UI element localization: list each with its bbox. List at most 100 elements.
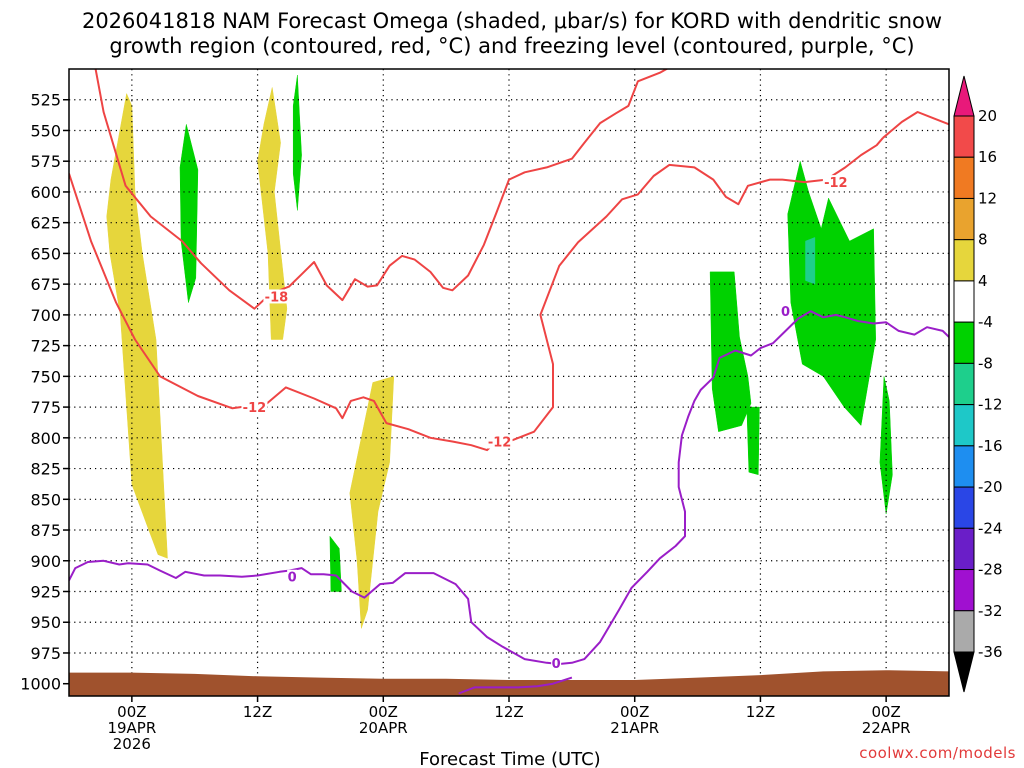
y-tick-label: 850 <box>30 490 61 509</box>
colorbar-bin <box>953 569 975 612</box>
y-tick-label: 725 <box>30 337 61 356</box>
x-tick-label: 19APR <box>107 719 156 737</box>
colorbar-bin <box>953 239 975 282</box>
colorbar-label: -20 <box>978 478 1003 496</box>
x-axis-label: Forecast Time (UTC) <box>419 749 600 768</box>
omega-sinking-region-4 <box>746 406 760 476</box>
contour-label-bg <box>287 569 298 584</box>
omega-strong-sinking-region-0 <box>805 237 816 285</box>
y-tick-label: 875 <box>30 521 61 540</box>
colorbar-label: -32 <box>978 602 1003 620</box>
y-tick-label: 575 <box>30 152 61 171</box>
colorbar: 20 16 12 8 4 -4 -8 -12 -16 -20 -24 -28 -32 -36 <box>953 75 1003 693</box>
colorbar-bin <box>953 115 975 158</box>
y-tick-label: 800 <box>30 429 61 448</box>
dgz-contour-2 <box>94 69 669 310</box>
colorbar-bottom-arrow <box>953 651 975 693</box>
contour-labels: -18 -12 -12 -12 0 0 0 <box>241 175 849 672</box>
y-tick-label: 900 <box>30 552 61 571</box>
colorbar-bin <box>953 527 975 571</box>
contour-label: -18 <box>265 290 289 305</box>
freezing-level-contour-0 <box>69 310 949 665</box>
chart-title-line2: growth region (contoured, red, °C) and f… <box>109 34 914 58</box>
colorbar-label: 20 <box>978 107 997 125</box>
y-tick-label: 525 <box>30 91 61 110</box>
x-tick-label: 00Z <box>620 703 649 721</box>
colorbar-bin <box>953 321 975 364</box>
colorbar-label: 4 <box>978 272 988 290</box>
x-tick-label: 12Z <box>746 703 775 721</box>
colorbar-bin <box>953 404 975 447</box>
colorbar-label: -16 <box>978 437 1003 455</box>
y-axis-ticks: 525 550 575 600 625 650 675 700 725 750 775 800 825 8… <box>20 91 69 694</box>
y-tick-label: 700 <box>30 306 61 325</box>
y-tick-label: 975 <box>30 644 61 663</box>
colorbar-label: 12 <box>978 189 997 207</box>
x-tick-label: 12Z <box>494 703 523 721</box>
y-tick-label: 750 <box>30 367 61 386</box>
chart-title-line1: 2026041818 NAM Forecast Omega (shaded, μ… <box>82 9 942 33</box>
dgz-contour-1 <box>882 111 949 139</box>
colorbar-label: -24 <box>978 519 1003 537</box>
contour-label-bg <box>241 400 268 415</box>
y-tick-label: 825 <box>30 460 61 479</box>
contour-label: -12 <box>824 176 848 191</box>
x-tick-label: 22APR <box>862 719 911 737</box>
x-tick-label: 21APR <box>610 719 659 737</box>
omega-sinking-region-6 <box>879 376 893 515</box>
omega-rising-region-0 <box>106 92 168 559</box>
terrain-fill <box>69 670 949 696</box>
contour-label: 0 <box>288 571 297 586</box>
colorbar-label: -12 <box>978 396 1003 414</box>
x-tick-label: 00Z <box>369 703 398 721</box>
colorbar-bin <box>953 197 975 241</box>
contour-label: -12 <box>243 401 267 416</box>
omega-sinking-region-5 <box>787 161 876 427</box>
y-tick-label: 650 <box>30 244 61 263</box>
colorbar-bin <box>953 362 975 406</box>
y-tick-label: 600 <box>30 183 61 202</box>
surface-terrain <box>69 670 949 696</box>
y-tick-label: 775 <box>30 398 61 417</box>
x-tick-label: 2026 <box>113 735 151 753</box>
x-tick-label: 20APR <box>359 719 408 737</box>
x-tick-label: 12Z <box>243 703 272 721</box>
x-tick-label: 00Z <box>117 703 146 721</box>
contour-label: -12 <box>488 436 512 451</box>
contour-lines <box>69 69 949 695</box>
colorbar-bin <box>953 156 975 199</box>
contour-label-bg <box>263 289 290 304</box>
dgz-contour-0 <box>69 137 884 452</box>
contour-label-bg <box>551 655 562 670</box>
y-tick-label: 925 <box>30 583 61 602</box>
credit-text: coolwx.com/models <box>859 744 1016 762</box>
plot-area: -18 -12 -12 -12 0 0 0 <box>69 69 949 696</box>
colorbar-label: 8 <box>978 231 988 249</box>
y-tick-label: 1000 <box>20 675 61 694</box>
contour-label-bg <box>486 434 513 449</box>
omega-shading-layer <box>106 75 893 629</box>
contour-label-bg <box>780 304 791 319</box>
contour-label-bg <box>822 175 849 190</box>
contour-label: 0 <box>781 305 790 320</box>
x-tick-label: 00Z <box>871 703 900 721</box>
colorbar-top-arrow <box>953 75 975 117</box>
contour-label: 0 <box>552 657 561 672</box>
colorbar-label: 16 <box>978 148 997 166</box>
colorbar-bin <box>953 280 975 323</box>
freezing-level-contour-1 <box>458 676 573 695</box>
gridlines <box>69 69 949 696</box>
colorbar-bin <box>953 610 975 653</box>
omega-sinking-region-1 <box>292 75 302 211</box>
colorbar-label: -36 <box>978 643 1003 661</box>
colorbar-label: -28 <box>978 561 1003 579</box>
colorbar-label: -4 <box>978 313 993 331</box>
colorbar-bin <box>953 445 975 488</box>
y-tick-label: 950 <box>30 613 61 632</box>
y-tick-label: 675 <box>30 275 61 294</box>
colorbar-label: -8 <box>978 354 993 372</box>
y-tick-label: 625 <box>30 214 61 233</box>
colorbar-bin <box>953 486 975 529</box>
